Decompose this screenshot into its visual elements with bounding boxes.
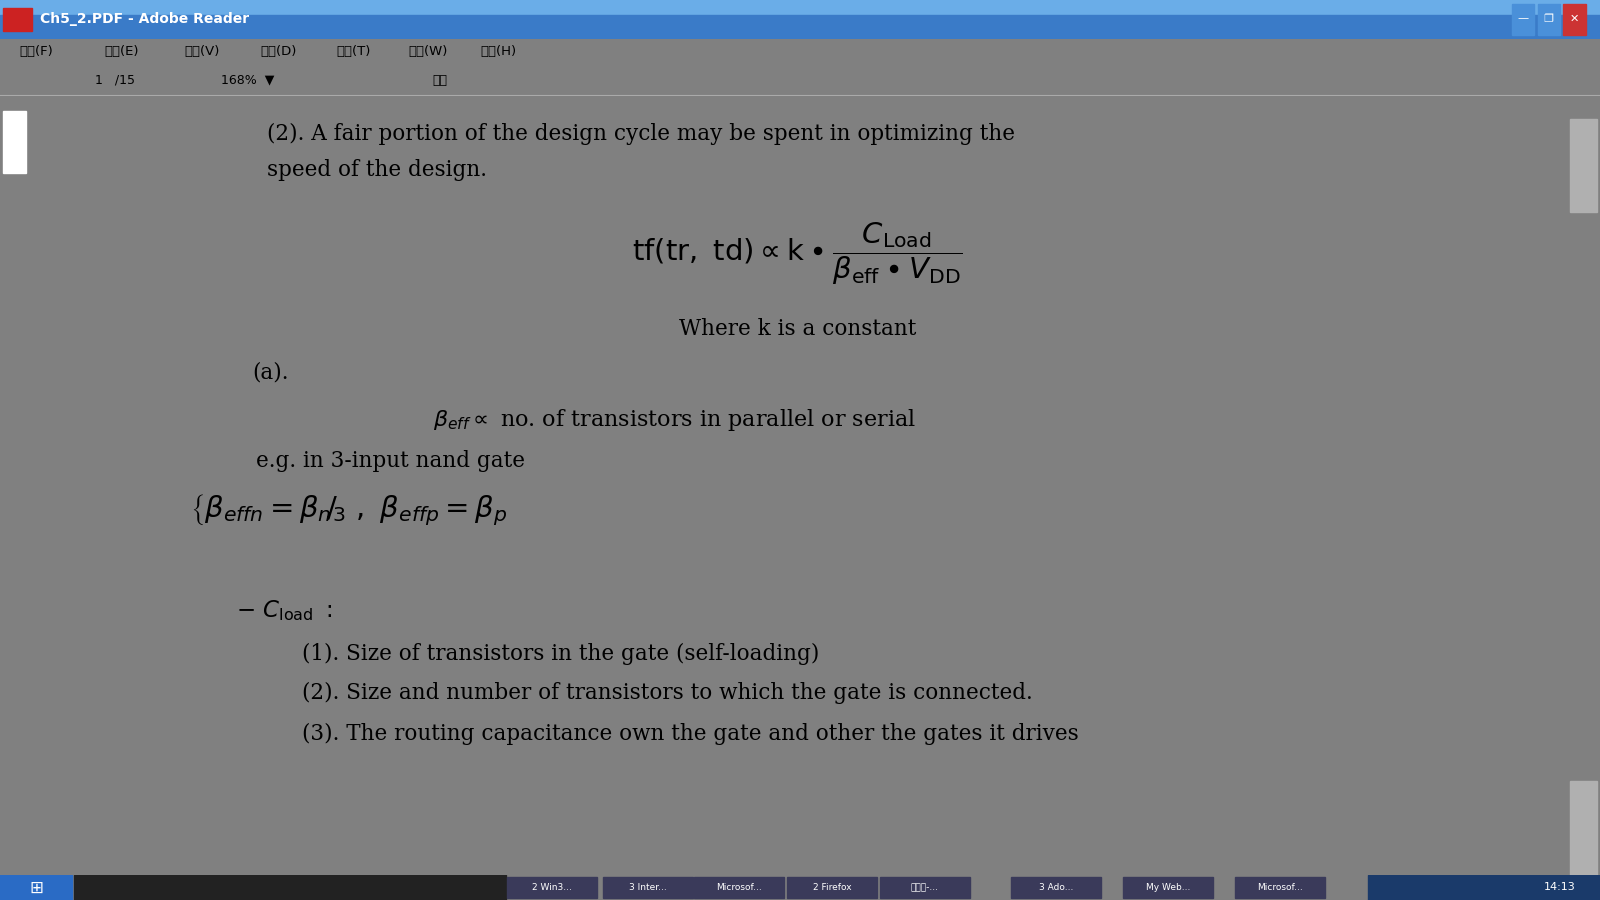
- Text: 窗口(W): 窗口(W): [408, 45, 448, 58]
- Bar: [1011, 877, 1101, 898]
- Bar: [0, 15, 1600, 39]
- Text: (1). Size of transistors in the gate (self-loading): (1). Size of transistors in the gate (se…: [302, 643, 819, 664]
- Text: 无标题-...: 无标题-...: [910, 883, 939, 892]
- Text: Where k is a constant: Where k is a constant: [678, 318, 917, 339]
- Text: 3 Inter...: 3 Inter...: [629, 883, 667, 892]
- Text: —: —: [1518, 14, 1528, 23]
- Bar: [74, 875, 506, 900]
- Text: ❐: ❐: [1544, 14, 1554, 23]
- Text: $\mathrm{-}\ C_{\mathrm{load}}\ :$: $\mathrm{-}\ C_{\mathrm{load}}\ :$: [237, 598, 333, 623]
- Bar: [1368, 875, 1600, 900]
- Text: $\mathrm{tf(tr,\ td)} \propto \mathrm{k} \bullet \dfrac{C_{\mathrm{Load}}}{\beta: $\mathrm{tf(tr,\ td)} \propto \mathrm{k}…: [632, 220, 963, 287]
- Text: Microsof...: Microsof...: [1258, 883, 1302, 892]
- Text: (3). The routing capacitance own the gate and other the gates it drives: (3). The routing capacitance own the gat…: [302, 723, 1080, 745]
- Text: My Web...: My Web...: [1146, 883, 1190, 892]
- Text: 帮助(H): 帮助(H): [480, 45, 517, 58]
- Bar: [694, 877, 784, 898]
- Text: 14:13: 14:13: [1544, 882, 1576, 893]
- Bar: [1538, 4, 1560, 35]
- Bar: [3, 111, 26, 174]
- Bar: [3, 8, 32, 31]
- Text: (2). Size and number of transistors to which the gate is connected.: (2). Size and number of transistors to w…: [302, 681, 1034, 704]
- Text: Ch5_2.PDF - Adobe Reader: Ch5_2.PDF - Adobe Reader: [40, 12, 250, 25]
- Text: 查找: 查找: [432, 74, 446, 86]
- Text: 文档(D): 文档(D): [261, 45, 298, 58]
- Text: 3 Ado...: 3 Ado...: [1038, 883, 1074, 892]
- Text: ✕: ✕: [1570, 14, 1579, 23]
- Text: $\beta_{\mathit{eff}} \propto$ no. of transistors in parallel or serial: $\beta_{\mathit{eff}} \propto$ no. of tr…: [434, 407, 917, 433]
- Text: 2 Firefox: 2 Firefox: [813, 883, 851, 892]
- Bar: [603, 877, 693, 898]
- Text: $\left\{ \beta_{\mathit{effn}} = \beta_n\!/\!_3\ ,\ \beta_{\mathit{effp}} = \bet: $\left\{ \beta_{\mathit{effn}} = \beta_n…: [190, 493, 507, 528]
- Text: 文件(F): 文件(F): [19, 45, 53, 58]
- Bar: [1570, 119, 1597, 212]
- Bar: [0, 0, 1600, 15]
- Text: 视图(V): 视图(V): [184, 45, 219, 58]
- Text: speed of the design.: speed of the design.: [267, 159, 486, 181]
- Text: 编辑(E): 编辑(E): [104, 45, 139, 58]
- Bar: [880, 877, 970, 898]
- Bar: [0, 875, 72, 900]
- Bar: [1512, 4, 1534, 35]
- Text: 168%  ▼: 168% ▼: [221, 74, 275, 86]
- Bar: [507, 877, 597, 898]
- Text: (2). A fair portion of the design cycle may be spent in optimizing the: (2). A fair portion of the design cycle …: [267, 122, 1014, 145]
- Text: 工具(T): 工具(T): [336, 45, 370, 58]
- Text: 2 Win3...: 2 Win3...: [533, 883, 571, 892]
- Text: ⊞: ⊞: [30, 878, 43, 896]
- Bar: [1123, 877, 1213, 898]
- Text: e.g. in 3-input nand gate: e.g. in 3-input nand gate: [256, 450, 525, 472]
- Text: Microsof...: Microsof...: [717, 883, 762, 892]
- Bar: [1235, 877, 1325, 898]
- Text: (a).: (a).: [251, 362, 288, 384]
- Bar: [1563, 4, 1586, 35]
- Text: 1   /15: 1 /15: [96, 74, 134, 86]
- Bar: [787, 877, 877, 898]
- Bar: [1570, 781, 1597, 875]
